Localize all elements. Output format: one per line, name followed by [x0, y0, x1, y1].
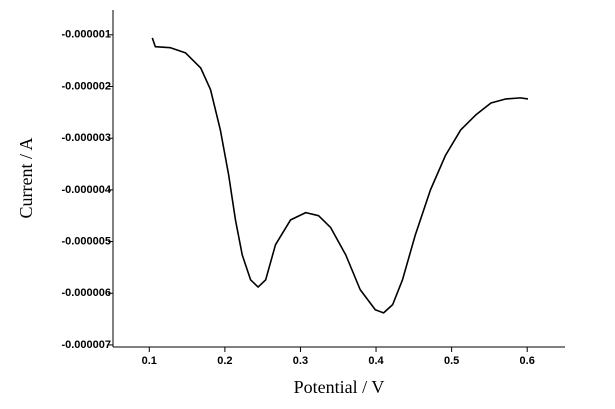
x-tick-label: 0.4	[368, 355, 384, 367]
y-tick-label: -0.000003	[61, 132, 111, 144]
line	[151, 37, 529, 314]
y-tick-label: -0.000001	[61, 29, 111, 41]
x-tick-label: 0.5	[444, 355, 459, 367]
y-axis-title: Current / A	[16, 138, 36, 219]
x-tick-label: 0.1	[142, 355, 157, 367]
y-tick-label: -0.000007	[61, 339, 111, 351]
x-tick-label: 0.3	[293, 355, 308, 367]
x-tick-label: 0.2	[217, 355, 232, 367]
y-tick-label: -0.000005	[61, 235, 111, 247]
y-tick-label: -0.000002	[61, 80, 111, 92]
x-axis-title: Potential / V	[294, 377, 385, 397]
y-tick-label: -0.000004	[61, 184, 111, 196]
x-tick-label: 0.6	[520, 355, 535, 367]
y-tick-label: -0.000006	[61, 287, 111, 299]
